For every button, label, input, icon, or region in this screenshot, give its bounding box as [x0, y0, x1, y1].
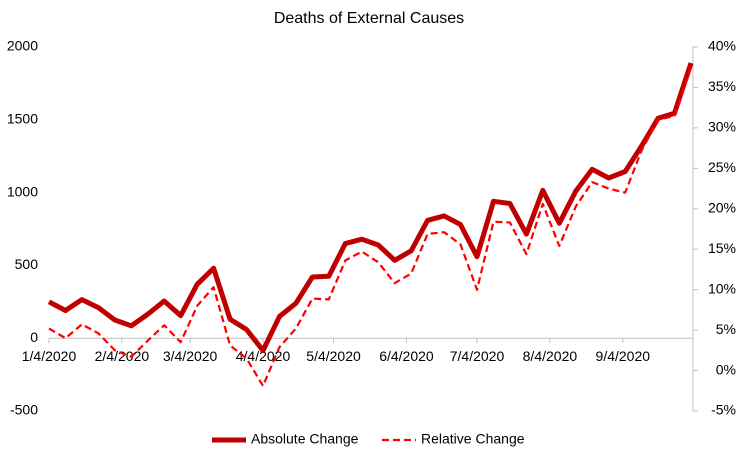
x-tick-label: 3/4/2020: [163, 348, 218, 364]
x-tick-label: 5/4/2020: [306, 348, 361, 364]
legend-label: Relative Change: [421, 431, 525, 447]
y2-tick-label: 0%: [716, 361, 736, 377]
y-tick-label: 500: [15, 256, 39, 272]
y2-tick-label: 30%: [708, 119, 736, 135]
y2-tick-label: 40%: [708, 38, 736, 54]
x-tick-label: 1/4/2020: [22, 348, 77, 364]
x-tick-label: 8/4/2020: [523, 348, 578, 364]
x-tick-label: 6/4/2020: [379, 348, 434, 364]
legend-label: Absolute Change: [251, 431, 359, 447]
data-line: [47, 62, 694, 354]
x-tick-label: 9/4/2020: [596, 348, 651, 364]
y2-tick-label: 15%: [708, 240, 736, 256]
y2-tick-label: 35%: [708, 78, 736, 94]
y2-tick-label: 5%: [716, 321, 736, 337]
y2-tick-label: -5%: [711, 402, 736, 418]
y-tick-label: 1500: [7, 111, 38, 127]
y-tick-label: 2000: [7, 38, 38, 54]
x-tick-label: 2/4/2020: [95, 348, 150, 364]
x-tick-label: 7/4/2020: [450, 348, 505, 364]
y-tick-label: -500: [10, 402, 38, 418]
y-tick-label: 1000: [7, 183, 38, 199]
y-tick-label: 0: [30, 329, 38, 345]
y2-tick-label: 10%: [708, 280, 736, 296]
data-line: [48, 67, 693, 387]
x-tick-label: 4/4/2020: [236, 348, 291, 364]
y2-tick-label: 20%: [708, 199, 736, 215]
y2-tick-label: 25%: [708, 159, 736, 175]
chart-title: Deaths of External Causes: [274, 10, 464, 27]
